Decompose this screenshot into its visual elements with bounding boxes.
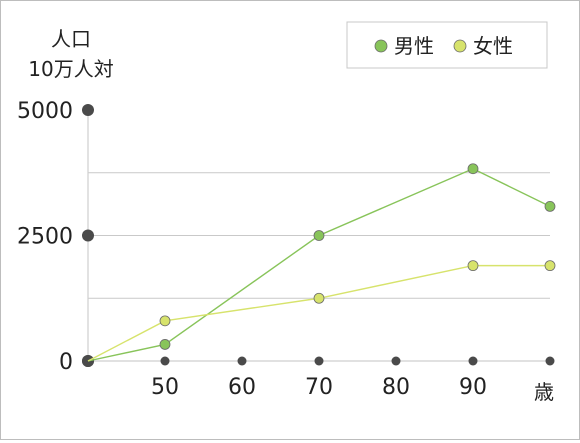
x-tick-dot-2: [314, 356, 324, 366]
y-tick-dot-2: [82, 104, 94, 116]
legend-marker-male: [374, 39, 388, 53]
y-tick-label-2: 5000: [17, 99, 73, 124]
series-0-point-3: [467, 163, 479, 175]
x-tick-dot-4: [468, 356, 478, 366]
x-tick-dot-1: [237, 356, 247, 366]
axes: 0 2500 5000 50 60 70 80 90: [17, 99, 555, 400]
series-0-point-2: [313, 230, 325, 241]
x-tick-label-3: 80: [382, 375, 410, 400]
legend-label-female: 女性: [473, 34, 513, 58]
x-tick-label-1: 60: [228, 375, 256, 400]
y-tick-dot-1: [82, 229, 94, 242]
y-tick-label-0: 0: [59, 350, 73, 375]
series-1-point-3: [467, 260, 479, 272]
y-axis-label-line1: 人口: [51, 27, 91, 51]
series-1-point-4: [544, 260, 556, 272]
series-0-point-1: [159, 339, 171, 350]
series-1-point-1: [159, 315, 171, 327]
x-axis-label: 歳: [534, 380, 554, 404]
series-0-point-4: [544, 200, 556, 212]
x-tick-label-2: 70: [305, 375, 333, 400]
legend-marker-female: [453, 39, 467, 53]
x-tick-label-0: 50: [151, 375, 179, 400]
legend-label-male: 男性: [394, 34, 434, 58]
legend: 男性 女性: [346, 21, 548, 69]
y-tick-label-1: 2500: [17, 225, 73, 250]
x-tick-label-4: 90: [459, 375, 487, 400]
x-axis-end-dot: [545, 356, 555, 366]
series-line-0: [87, 167, 551, 362]
y-axis-label-line2: 10万人対: [28, 57, 113, 81]
series-1-point-2: [313, 292, 325, 304]
x-tick-dot-3: [391, 356, 401, 366]
x-tick-dot-0: [160, 356, 170, 366]
series-layer: [87, 163, 556, 362]
